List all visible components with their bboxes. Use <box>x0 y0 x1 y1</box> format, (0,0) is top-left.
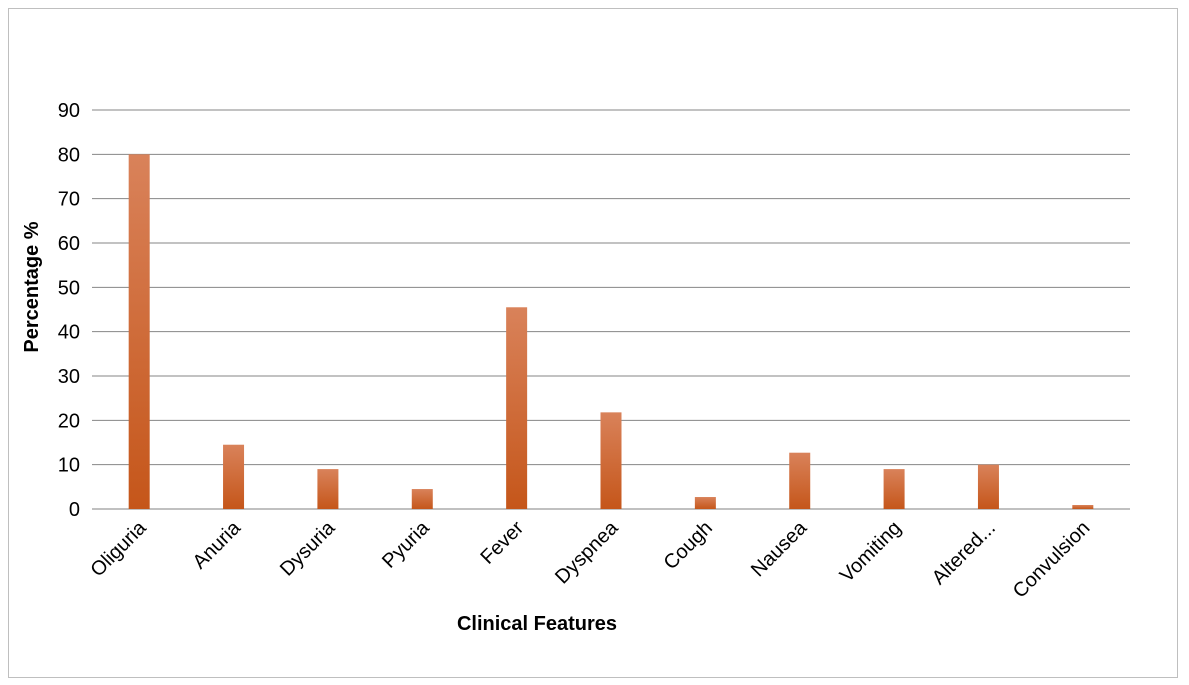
bar-altered <box>977 464 999 509</box>
bar-pyuria <box>411 489 433 509</box>
bar-cough <box>694 497 716 509</box>
y-tick-label: 10 <box>58 455 80 477</box>
x-tick-label: Nausea <box>747 516 812 581</box>
x-tick-label: Altered... <box>928 517 1000 589</box>
chart-frame <box>8 8 1178 678</box>
bar-fever <box>506 307 528 509</box>
bar-convulsion <box>1072 505 1094 509</box>
y-tick-label: 90 <box>58 100 80 122</box>
x-tick-labels: Oliguria Anuria Dysuria Pyuria Fever Dyspnea C… <box>86 516 1094 602</box>
x-axis-title: Clinical Features <box>457 613 617 635</box>
bars <box>128 154 1094 510</box>
y-tick-label: 50 <box>58 277 80 299</box>
bar-nausea <box>789 452 811 509</box>
x-tick-label: Convulsion <box>1009 517 1095 603</box>
y-tick-label: 0 <box>69 499 80 521</box>
x-tick-label: Anuria <box>189 516 246 573</box>
y-axis-title: Percentage % <box>21 221 43 352</box>
x-tick-label: Fever <box>476 517 528 569</box>
bar-dysuria <box>317 469 339 509</box>
bar-dyspnea <box>600 412 622 509</box>
y-tick-label: 20 <box>58 410 80 432</box>
y-tick-label: 40 <box>58 322 80 344</box>
bar-anuria <box>223 444 245 509</box>
y-tick-label: 60 <box>58 233 80 255</box>
bar-vomiting <box>883 469 905 509</box>
y-tick-label: 70 <box>58 189 80 211</box>
bar-oliguria <box>128 154 150 510</box>
x-tick-label: Pyuria <box>378 516 434 572</box>
y-tick-labels: 0 10 20 30 40 50 60 70 80 90 <box>58 100 80 521</box>
x-tick-label: Dysuria <box>276 516 340 580</box>
x-tick-label: Oliguria <box>86 516 151 581</box>
y-tick-label: 80 <box>58 144 80 166</box>
y-tick-label: 30 <box>58 366 80 388</box>
gridlines <box>92 109 1130 510</box>
x-tick-label: Vomiting <box>836 517 906 587</box>
x-tick-label: Cough <box>660 517 717 574</box>
x-tick-label: Dyspnea <box>551 516 623 588</box>
